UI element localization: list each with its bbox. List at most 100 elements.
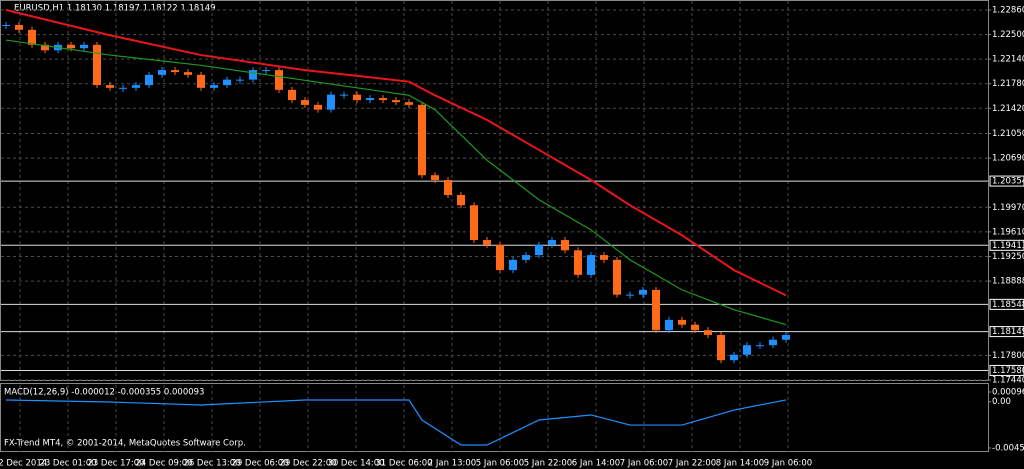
indicator-pane-frame (0, 383, 989, 452)
y-tick-label: 1.20354 (992, 177, 1024, 187)
candle-body (678, 319, 686, 325)
candle-body (561, 240, 569, 251)
candle-body (106, 85, 114, 88)
x-tick-label: 9 Jan 06:00 (764, 459, 812, 469)
x-tick-label: 2 Jan 13:00 (428, 459, 476, 469)
candle-body (379, 98, 387, 101)
candle-body (262, 70, 270, 72)
candle-body (197, 74, 205, 88)
candle-body (509, 259, 517, 271)
candle-body (119, 87, 127, 89)
candle-body (314, 104, 322, 110)
candle-body (652, 289, 660, 331)
candle-body (548, 240, 556, 245)
x-tick-label: 22 Dec 2014 (0, 459, 47, 469)
y-tick-label: 1.17440 (992, 376, 1024, 386)
macd-line (5, 399, 787, 446)
candle-body (574, 250, 582, 275)
x-tick-label: 29 Dec 22:00 (279, 459, 336, 469)
x-tick-label: 31 Dec 06:00 (375, 459, 432, 469)
candle-body (301, 100, 309, 105)
candle-body (756, 345, 764, 347)
candle-body (431, 175, 439, 180)
candle-body (340, 94, 348, 96)
candle-body (600, 255, 608, 260)
y-tick-label: 1.18548 (992, 300, 1024, 310)
candle-body (665, 319, 673, 331)
y-tick-label: 1.19413 (992, 241, 1024, 251)
x-tick-label: 29 Dec 06:00 (231, 459, 288, 469)
x-tick-label: 5 Jan 06:00 (476, 459, 524, 469)
candle-body (639, 289, 647, 295)
y-tick-label: 1.17580 (992, 366, 1024, 376)
candle-body (93, 44, 101, 86)
candle-body (613, 259, 621, 295)
candle-body (444, 179, 452, 195)
y-tick-label: 1.19610 (992, 227, 1024, 237)
candle-body (782, 334, 790, 340)
candle-body (730, 354, 738, 361)
y-tick-label: 1.20690 (992, 154, 1024, 164)
candle-body (132, 85, 140, 88)
candle-body (145, 74, 153, 86)
candle-body (535, 244, 543, 256)
y-tick-label: 1.22860 (992, 6, 1024, 16)
x-tick-label: 6 Jan 14:00 (572, 459, 620, 469)
candle-body (184, 72, 192, 75)
indicator-tick-label: 0.000961 (992, 388, 1024, 398)
y-tick-label: 1.21420 (992, 104, 1024, 114)
candle-body (249, 70, 257, 80)
candle-body (28, 29, 36, 45)
indicator-title: MACD(12,26,9) -0.000012 -0.000355 0.0000… (4, 388, 204, 398)
x-tick-label: 24 Dec 09:00 (135, 459, 192, 469)
candle-body (171, 70, 179, 73)
candle-body (288, 89, 296, 101)
candle-body (67, 44, 75, 49)
candle-body (626, 294, 634, 296)
candle-body (158, 70, 166, 75)
candle-body (327, 94, 335, 110)
candle-body (392, 100, 400, 103)
x-tick-label: 26 Dec 13:00 (183, 459, 240, 469)
x-tick-label: 7 Jan 06:00 (620, 459, 668, 469)
candle-body (743, 345, 751, 355)
y-tick-label: 1.17800 (992, 351, 1024, 361)
x-tick-label: 30 Dec 14:00 (327, 459, 384, 469)
y-tick-label: 1.19970 (992, 203, 1024, 213)
candle-body (704, 330, 712, 335)
candle-body (496, 244, 504, 271)
candle-body (2, 25, 10, 27)
candle-body (483, 240, 491, 245)
candle-body (691, 324, 699, 331)
y-tick-label: 1.18888 (992, 277, 1024, 287)
candle-body (405, 102, 413, 105)
candle-body (275, 70, 283, 90)
moving-average (5, 39, 787, 326)
moving-average (5, 9, 787, 297)
candle-body (457, 195, 465, 206)
chart-title: EURUSD,H1 1.18130 1.18197 1.18122 1.1814… (14, 4, 216, 14)
indicator-tick-label: -0.004599 (992, 444, 1024, 454)
x-tick-label: 8 Jan 14:00 (716, 459, 764, 469)
y-tick-label: 1.19250 (992, 252, 1024, 262)
y-tick-label: 1.18149 (992, 327, 1024, 337)
candle-body (353, 94, 361, 101)
candle-body (15, 25, 23, 30)
candle-body (522, 255, 530, 260)
x-tick-label: 23 Dec 17:00 (87, 459, 144, 469)
y-tick-label: 1.22140 (992, 55, 1024, 65)
x-tick-label: 23 Dec 01:00 (39, 459, 96, 469)
candle-body (769, 339, 777, 346)
candle-body (41, 44, 49, 51)
candle-body (210, 85, 218, 88)
candle-body (418, 104, 426, 176)
candle-body (717, 334, 725, 361)
candle-body (470, 205, 478, 241)
candle-body (236, 79, 244, 81)
y-tick-label: 1.21050 (992, 129, 1024, 139)
candle-body (366, 98, 374, 101)
x-tick-label: 7 Jan 22:00 (668, 459, 716, 469)
